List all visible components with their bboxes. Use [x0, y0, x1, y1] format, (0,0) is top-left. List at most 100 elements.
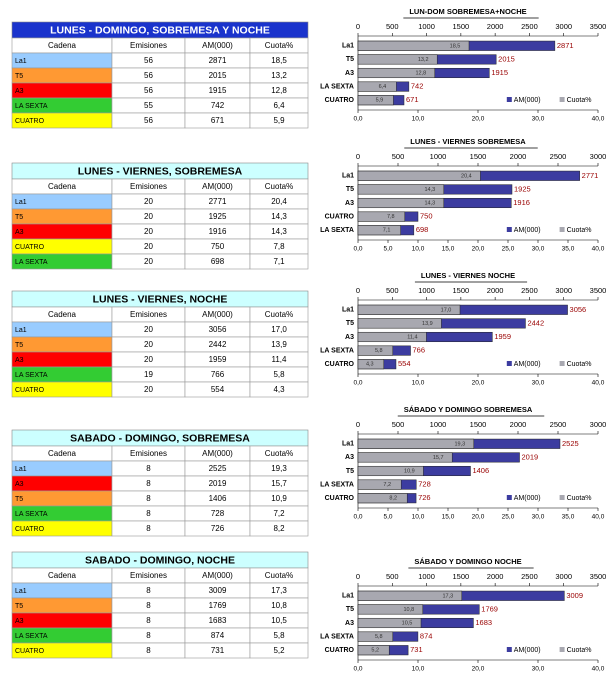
bottom-tick-label: 0,0 — [353, 380, 362, 387]
cell-value: 55 — [144, 101, 153, 110]
bottom-tick-label: 25,0 — [502, 246, 515, 253]
cell-value: 2015 — [209, 71, 227, 80]
table-title: SABADO - DOMINGO, SOBREMESA — [70, 432, 250, 444]
channel-name: T5 — [15, 342, 23, 349]
category-label: CUATRO — [325, 495, 355, 502]
table-title: LUNES - DOMINGO, SOBREMESA Y NOCHE — [50, 24, 270, 36]
category-label: T5 — [346, 186, 354, 193]
am-label: 766 — [413, 346, 426, 355]
cell-value: 671 — [211, 116, 225, 125]
bottom-tick-label: 30,0 — [532, 666, 545, 673]
cell-value: 698 — [211, 257, 225, 266]
cell-value: 5,2 — [273, 646, 285, 655]
top-tick-label: 3500 — [590, 22, 607, 31]
am-label: 2771 — [582, 171, 599, 180]
cell-value: 20 — [144, 257, 153, 266]
top-tick-label: 0 — [356, 286, 360, 295]
channel-name: A3 — [15, 357, 24, 364]
channel-name: La1 — [15, 199, 27, 206]
am-label: 1915 — [491, 68, 508, 77]
chart-title: LUNES - VIERNES NOCHE — [421, 271, 515, 280]
cell-value: 750 — [211, 242, 225, 251]
am-label: 731 — [410, 645, 423, 654]
top-tick-label: 1500 — [470, 420, 487, 429]
cell-value: 4,3 — [273, 385, 285, 394]
bar — [357, 40, 470, 51]
table-cell — [11, 82, 113, 99]
bottom-tick-label: 0,0 — [353, 666, 362, 673]
channel-name: CUATRO — [15, 387, 45, 394]
am-label: 671 — [406, 95, 419, 104]
table-cell — [249, 381, 309, 398]
legend-swatch — [559, 227, 565, 232]
channel-name: CUATRO — [15, 244, 45, 251]
cell-value: 2771 — [209, 197, 227, 206]
cuota-label: 18,5 — [450, 43, 461, 49]
category-label: A3 — [345, 200, 354, 207]
cuota-label: 17,3 — [442, 593, 453, 599]
bottom-tick-label: 15,0 — [442, 246, 455, 253]
cuota-label: 5,8 — [375, 348, 383, 354]
top-tick-label: 2000 — [510, 152, 527, 161]
cuota-label: 12,8 — [415, 70, 426, 76]
legend-swatch — [506, 495, 512, 500]
bar — [357, 197, 445, 209]
header-label: AM(000) — [202, 310, 233, 319]
legend-swatch — [559, 97, 565, 102]
top-tick-label: 500 — [386, 572, 399, 581]
table-cell — [11, 223, 113, 240]
top-tick-label: 2500 — [521, 286, 538, 295]
cell-value: 20 — [144, 355, 153, 364]
cell-value: 7,1 — [273, 257, 285, 266]
category-label: La1 — [342, 43, 354, 50]
category-label: T5 — [346, 606, 354, 613]
bar — [357, 184, 445, 195]
am-label: 554 — [398, 359, 411, 368]
top-tick-label: 2500 — [550, 420, 567, 429]
channel-name: CUATRO — [15, 648, 45, 655]
top-tick-label: 2500 — [521, 22, 538, 31]
bar — [357, 590, 463, 601]
am-label: 1769 — [481, 604, 498, 613]
channel-name: CUATRO — [15, 118, 45, 125]
am-label: 698 — [416, 225, 429, 234]
top-tick-label: 0 — [356, 420, 360, 429]
bar — [357, 54, 438, 65]
legend-label: Cuota% — [567, 495, 592, 502]
cell-value: 1769 — [209, 601, 227, 610]
bar — [357, 359, 385, 370]
cell-value: 3009 — [209, 586, 227, 595]
cell-value: 10,5 — [271, 616, 287, 625]
cell-value: 14,3 — [271, 227, 287, 236]
chart-title: LUN-DOM SOBREMESA+NOCHE — [409, 7, 526, 16]
category-label: CUATRO — [325, 213, 355, 220]
category-label: T5 — [346, 56, 354, 63]
cell-value: 11,4 — [272, 355, 288, 364]
channel-name: A3 — [15, 481, 24, 488]
top-tick-label: 0 — [356, 572, 360, 581]
cell-value: 1406 — [209, 494, 227, 503]
top-tick-label: 2000 — [487, 22, 504, 31]
legend-label: Cuota% — [567, 227, 592, 234]
category-label: LA SEXTA — [320, 227, 354, 234]
cuota-label: 7,2 — [383, 482, 391, 488]
cell-value: 20 — [144, 340, 153, 349]
cuota-label: 11,4 — [407, 334, 417, 340]
table-cell — [11, 208, 113, 225]
am-label: 3009 — [566, 591, 583, 600]
bar — [357, 438, 475, 449]
legend-label: Cuota% — [567, 647, 592, 654]
category-label: La1 — [342, 441, 354, 448]
cell-value: 8 — [146, 524, 151, 533]
cuota-label: 7,1 — [383, 228, 391, 234]
header-label: Cadena — [48, 182, 77, 191]
category-label: La1 — [342, 307, 354, 314]
header-label: Cuota% — [265, 182, 293, 191]
cell-value: 8 — [146, 616, 151, 625]
table-cell — [11, 460, 113, 477]
cell-value: 56 — [144, 86, 153, 95]
cell-value: 10,8 — [271, 601, 287, 610]
cell-value: 14,3 — [271, 212, 287, 221]
bar — [357, 331, 427, 343]
